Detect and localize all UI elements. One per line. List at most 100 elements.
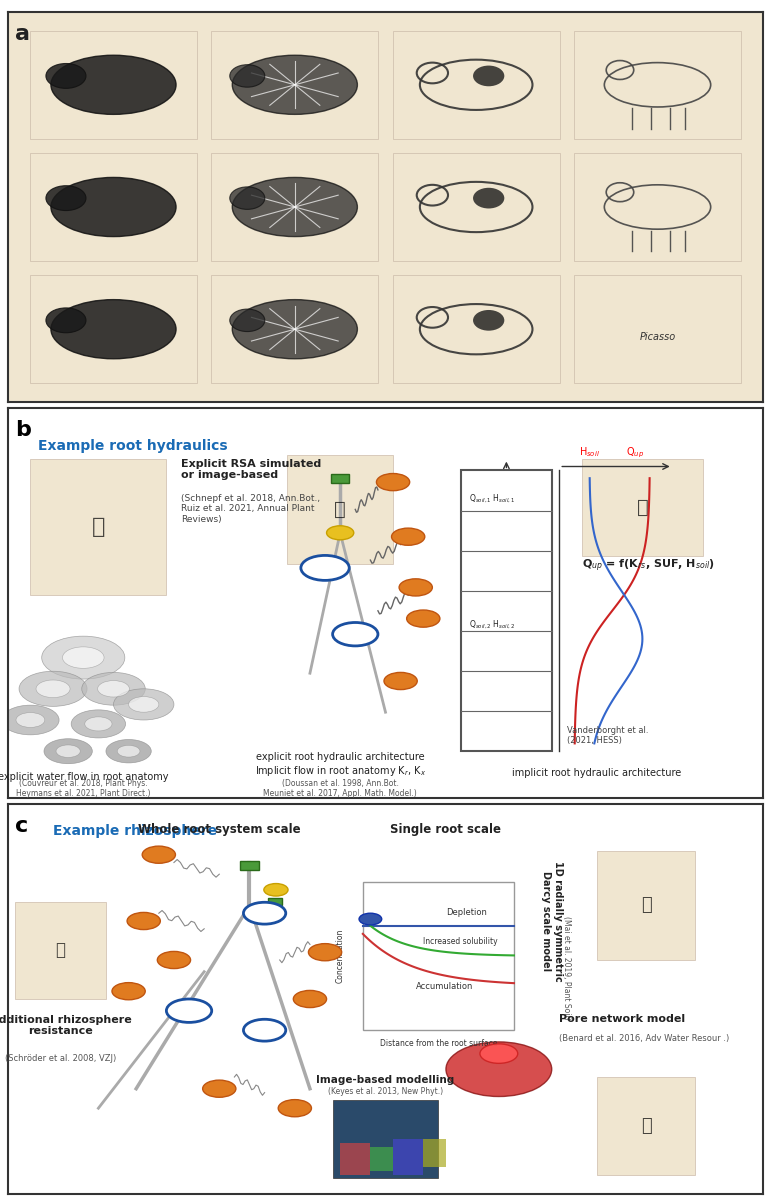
Text: (Schröder et al. 2008, VZJ): (Schröder et al. 2008, VZJ) (5, 1054, 116, 1063)
Circle shape (127, 912, 160, 930)
Bar (332, 1100, 439, 1178)
Text: implicit root hydraulic architecture: implicit root hydraulic architecture (513, 768, 682, 779)
Circle shape (142, 846, 176, 863)
Text: Example root hydraulics: Example root hydraulics (38, 439, 227, 454)
Text: Additional rhizosphere
resistance: Additional rhizosphere resistance (0, 1014, 132, 1036)
FancyBboxPatch shape (574, 31, 741, 138)
Circle shape (293, 990, 327, 1008)
FancyBboxPatch shape (30, 276, 197, 383)
Circle shape (244, 1019, 286, 1042)
Ellipse shape (232, 178, 358, 236)
Circle shape (278, 1099, 311, 1117)
FancyBboxPatch shape (392, 276, 560, 383)
FancyBboxPatch shape (30, 458, 167, 595)
Text: Depletion: Depletion (446, 907, 487, 917)
Ellipse shape (473, 187, 504, 209)
Text: 🐃: 🐃 (335, 500, 346, 518)
Text: Vanderborght et al.
(2021, HESS): Vanderborght et al. (2021, HESS) (567, 726, 648, 745)
FancyBboxPatch shape (30, 154, 197, 260)
Ellipse shape (46, 308, 86, 332)
Circle shape (399, 578, 433, 596)
Circle shape (157, 952, 190, 968)
FancyBboxPatch shape (574, 154, 741, 260)
FancyBboxPatch shape (211, 276, 379, 383)
Circle shape (392, 528, 425, 545)
Circle shape (71, 710, 126, 738)
FancyBboxPatch shape (392, 31, 560, 138)
Text: K$_{rhiz}$: K$_{rhiz}$ (180, 1004, 198, 1016)
Circle shape (2, 706, 59, 734)
FancyBboxPatch shape (211, 31, 379, 138)
Text: (Doussan et al. 1998, Ann.Bot.
Meuniet et al. 2017, Appl. Math. Model.): (Doussan et al. 1998, Ann.Bot. Meuniet e… (263, 779, 417, 798)
Ellipse shape (51, 300, 176, 359)
Ellipse shape (473, 66, 504, 86)
FancyBboxPatch shape (582, 458, 703, 557)
Bar (461, 470, 552, 751)
Circle shape (480, 1044, 518, 1063)
FancyBboxPatch shape (574, 276, 741, 383)
Text: 🐂: 🐂 (92, 517, 105, 536)
Bar (241, 860, 258, 870)
Text: Accumulation: Accumulation (416, 982, 473, 991)
Text: H₀: H₀ (321, 949, 329, 955)
Text: H₀: H₀ (140, 918, 148, 924)
Text: 🐂: 🐂 (641, 896, 651, 914)
Bar (363, 882, 514, 1030)
Bar (340, 1144, 370, 1175)
Ellipse shape (232, 55, 358, 114)
Text: K$_x$: K$_x$ (258, 907, 271, 919)
Circle shape (301, 556, 349, 581)
Text: Whole root system scale: Whole root system scale (138, 823, 301, 836)
Text: H₀: H₀ (404, 534, 412, 540)
Circle shape (36, 680, 70, 697)
Circle shape (19, 671, 87, 707)
Text: 🐄: 🐄 (56, 941, 66, 959)
Text: K$_p$: K$_p$ (348, 626, 362, 641)
Ellipse shape (232, 300, 358, 359)
Text: H₀: H₀ (411, 584, 420, 590)
Circle shape (112, 983, 145, 1000)
Circle shape (308, 943, 342, 961)
Text: K$_p$: K$_p$ (318, 560, 332, 575)
Circle shape (85, 716, 112, 731)
Text: a: a (15, 24, 30, 43)
Ellipse shape (230, 65, 264, 88)
Text: (Benard et al. 2016, Adv Water Resour .): (Benard et al. 2016, Adv Water Resour .) (559, 1033, 729, 1043)
Text: H₀: H₀ (306, 996, 314, 1002)
Text: Image-based modelling: Image-based modelling (316, 1075, 455, 1085)
Text: Pore network model: Pore network model (559, 1014, 685, 1024)
Text: Increased solubility: Increased solubility (423, 937, 498, 947)
FancyBboxPatch shape (288, 455, 393, 564)
Ellipse shape (230, 187, 264, 209)
Circle shape (203, 1080, 236, 1097)
Circle shape (42, 636, 125, 679)
Bar (370, 1147, 393, 1171)
Text: Q$_{soil,2}$ H$_{soil,2}$: Q$_{soil,2}$ H$_{soil,2}$ (469, 619, 515, 631)
Ellipse shape (230, 310, 264, 331)
Ellipse shape (51, 178, 176, 236)
Text: H₀: H₀ (215, 1086, 224, 1091)
Circle shape (56, 745, 80, 757)
FancyBboxPatch shape (30, 31, 197, 138)
Text: Picasso: Picasso (639, 332, 675, 342)
Text: Q$_{soil,1}$ H$_{soil,1}$: Q$_{soil,1}$ H$_{soil,1}$ (469, 492, 515, 505)
Circle shape (446, 1042, 552, 1097)
Circle shape (332, 623, 378, 646)
Text: (Couvreur et al. 2018, Plant Phys.
Heymans et al. 2021, Plant Direct.): (Couvreur et al. 2018, Plant Phys. Heyma… (16, 779, 150, 798)
Circle shape (359, 913, 382, 925)
Ellipse shape (51, 55, 176, 114)
Text: Explicit RSA simulated
or image-based: Explicit RSA simulated or image-based (181, 458, 322, 480)
FancyBboxPatch shape (597, 851, 695, 960)
Text: b: b (15, 420, 31, 439)
Circle shape (62, 647, 104, 668)
FancyBboxPatch shape (211, 154, 379, 260)
Circle shape (376, 474, 409, 491)
Text: Single root scale: Single root scale (390, 823, 501, 836)
Text: H₀: H₀ (389, 479, 398, 485)
Text: Distance from the root surface: Distance from the root surface (379, 1039, 497, 1048)
Text: K$_p$: K$_p$ (258, 1024, 271, 1037)
Circle shape (44, 739, 93, 763)
Bar (423, 1140, 446, 1166)
Circle shape (117, 745, 140, 757)
Text: H₀: H₀ (396, 678, 405, 684)
